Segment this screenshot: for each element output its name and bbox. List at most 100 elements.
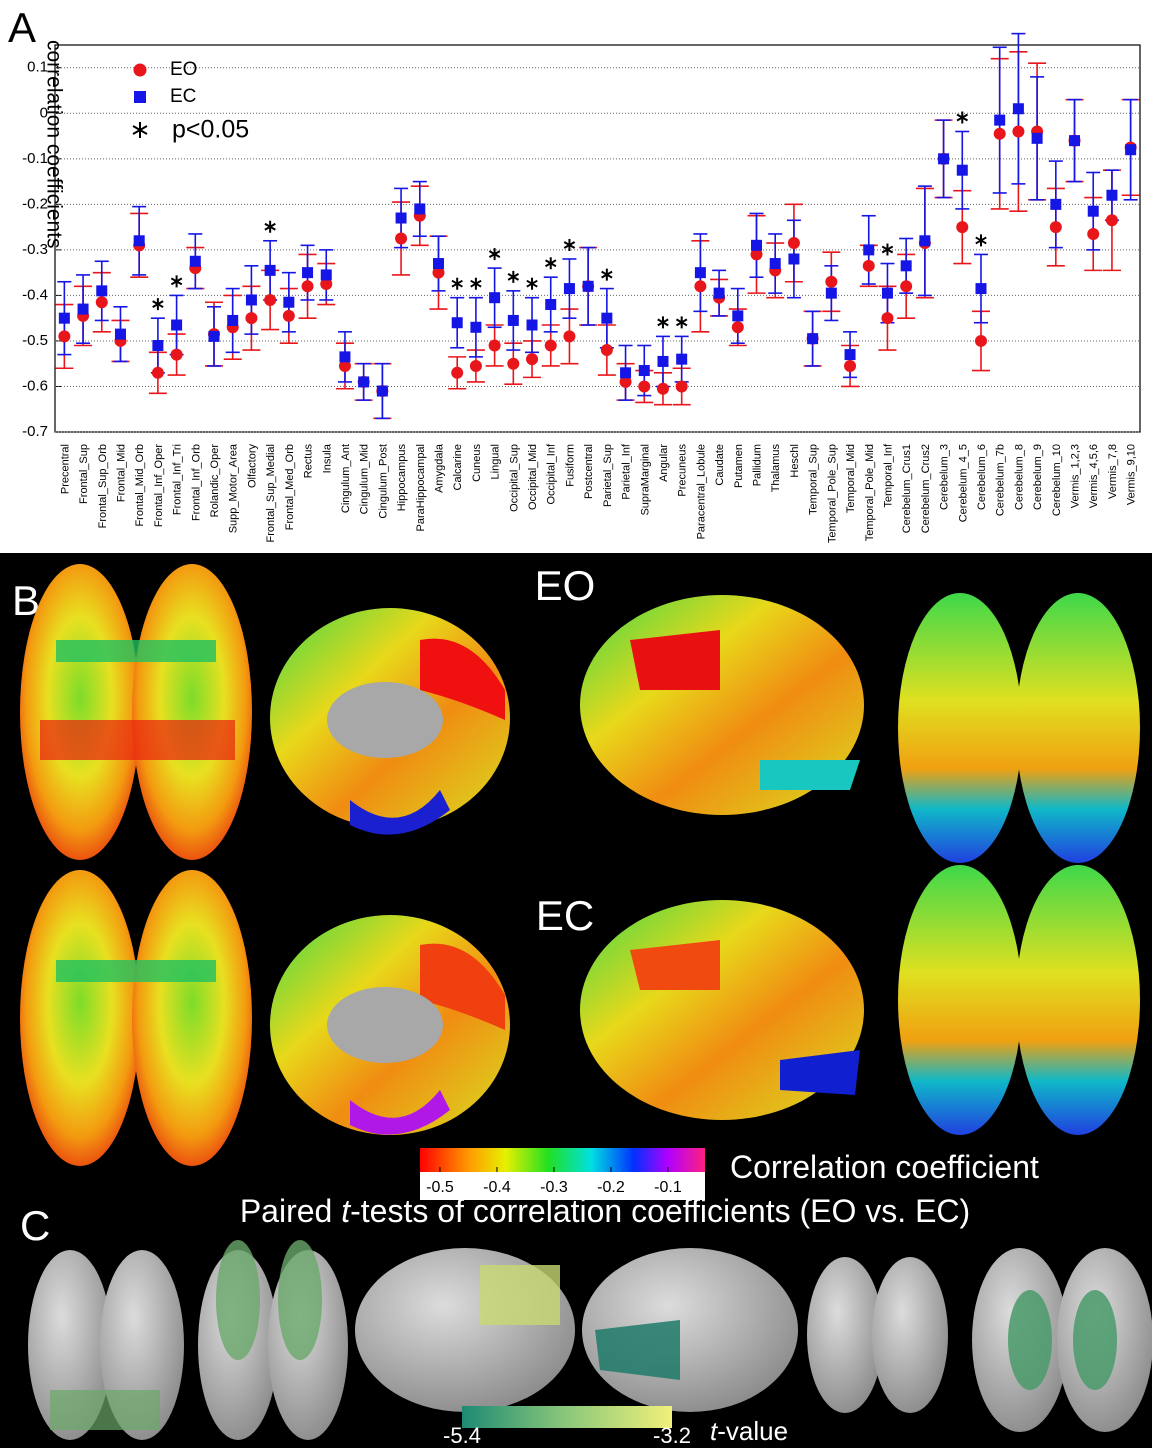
point bbox=[676, 354, 687, 365]
point bbox=[676, 380, 688, 392]
x-tick-label: Temporal_Sup bbox=[808, 444, 820, 515]
x-tick-label: Cerebelum_3 bbox=[939, 444, 951, 510]
panel-title: Paired t-tests of correlation coefficien… bbox=[240, 1193, 970, 1229]
x-tick-label: Heschl bbox=[789, 444, 801, 478]
x-tick-label: Precentral bbox=[59, 444, 71, 494]
point bbox=[339, 351, 350, 362]
point bbox=[302, 280, 314, 292]
point bbox=[545, 339, 557, 351]
colorbar bbox=[420, 1148, 705, 1172]
point bbox=[264, 294, 276, 306]
x-tick-label: Rectus bbox=[303, 444, 315, 479]
x-tick-label: Rolandic_Oper bbox=[209, 444, 221, 518]
point bbox=[583, 281, 594, 292]
point bbox=[639, 365, 650, 376]
point bbox=[957, 165, 968, 176]
panel-label: C bbox=[20, 1202, 50, 1249]
x-tick-label: Fusiform bbox=[564, 444, 576, 487]
point bbox=[1106, 190, 1117, 201]
point bbox=[115, 329, 126, 340]
point bbox=[994, 115, 1005, 126]
point bbox=[564, 283, 575, 294]
y-tick-label: 0.1 bbox=[27, 59, 48, 76]
point bbox=[1013, 103, 1024, 114]
x-tick-label: Cingulum_Ant bbox=[340, 444, 352, 513]
legend-label: p<0.05 bbox=[172, 116, 249, 144]
point bbox=[1050, 221, 1062, 233]
x-tick-label: Frontal_Inf_Orb bbox=[190, 444, 202, 521]
point bbox=[245, 312, 257, 324]
point bbox=[751, 240, 762, 251]
x-tick-label: Cerebelum_Crus1 bbox=[901, 444, 913, 533]
point bbox=[881, 312, 893, 324]
legend-marker bbox=[134, 64, 147, 77]
point bbox=[283, 310, 295, 322]
x-tick-label: Frontal_Mid bbox=[115, 444, 127, 502]
x-tick-label: Cerebelum_10 bbox=[1051, 444, 1063, 516]
point bbox=[863, 260, 875, 272]
point bbox=[975, 283, 986, 294]
point bbox=[190, 256, 201, 267]
point bbox=[807, 333, 818, 344]
x-tick-label: Frontal_Sup_Medial bbox=[265, 444, 277, 542]
point bbox=[900, 280, 912, 292]
point bbox=[526, 353, 538, 365]
point bbox=[489, 339, 501, 351]
x-tick-label: Lingual bbox=[490, 444, 502, 479]
point bbox=[508, 315, 519, 326]
point bbox=[563, 330, 575, 342]
point bbox=[265, 265, 276, 276]
point bbox=[620, 367, 631, 378]
point bbox=[882, 288, 893, 299]
x-tick-label: Vermis_1,2,3 bbox=[1070, 444, 1082, 508]
y-tick-label: 0 bbox=[40, 104, 48, 121]
point bbox=[171, 349, 183, 361]
point bbox=[527, 320, 538, 331]
y-tick-label: -0.1 bbox=[22, 150, 48, 167]
point bbox=[58, 330, 70, 342]
point bbox=[414, 203, 425, 214]
x-tick-label: Angular bbox=[658, 444, 670, 482]
x-tick-label: Olfactory bbox=[246, 444, 258, 489]
point bbox=[826, 288, 837, 299]
point bbox=[395, 233, 407, 245]
point bbox=[1088, 206, 1099, 217]
x-tick-label: Vermis_4,5,6 bbox=[1088, 444, 1100, 508]
point bbox=[1012, 126, 1024, 138]
x-tick-label: Temporal_Pole_Mid bbox=[864, 444, 876, 541]
x-tick-label: Postcentral bbox=[583, 444, 595, 499]
x-tick-label: Hippocampus bbox=[396, 444, 408, 512]
point bbox=[770, 258, 781, 269]
point bbox=[694, 280, 706, 292]
point bbox=[451, 367, 463, 379]
title-part: -tests of correlation coefficients (EO v… bbox=[350, 1193, 970, 1229]
point bbox=[321, 269, 332, 280]
point bbox=[994, 128, 1006, 140]
point bbox=[358, 376, 369, 387]
point bbox=[788, 253, 799, 264]
x-tick-label: Precuneus bbox=[677, 444, 689, 497]
y-tick-label: -0.5 bbox=[22, 332, 48, 349]
x-tick-label: Caudate bbox=[714, 444, 726, 486]
point bbox=[657, 383, 669, 395]
x-tick-label: Paracentral_Lobule bbox=[695, 444, 707, 539]
point bbox=[919, 235, 930, 246]
colorbar-title: Correlation coefficient bbox=[730, 1149, 1039, 1185]
point bbox=[78, 304, 89, 315]
point bbox=[956, 221, 968, 233]
x-tick-label: Vermis_9,10 bbox=[1126, 444, 1138, 505]
title-part: Paired bbox=[240, 1193, 341, 1229]
row-title: EO bbox=[535, 562, 596, 609]
point bbox=[975, 335, 987, 347]
point bbox=[171, 320, 182, 331]
point bbox=[470, 360, 482, 372]
x-tick-label: Frontal_Mid_Orb bbox=[134, 444, 146, 527]
x-tick-label: Cingulum_Post bbox=[377, 444, 389, 519]
point bbox=[825, 276, 837, 288]
point bbox=[152, 340, 163, 351]
colorbar-tick-label: -5.4 bbox=[443, 1423, 481, 1448]
x-tick-label: Frontal_Inf_Tri bbox=[172, 444, 184, 515]
point bbox=[601, 313, 612, 324]
colorbar bbox=[462, 1406, 672, 1428]
x-tick-label: Occipital_Inf bbox=[546, 443, 558, 504]
